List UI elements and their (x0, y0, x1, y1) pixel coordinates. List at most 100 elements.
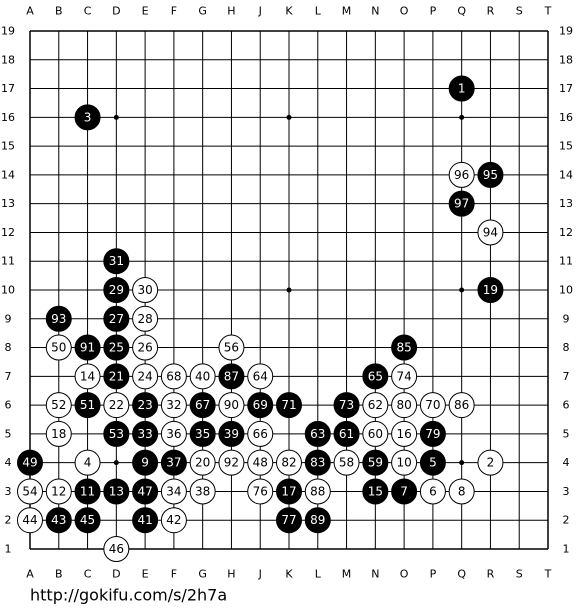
stone (333, 420, 360, 447)
stone (362, 392, 389, 419)
move-number: 37 (166, 456, 181, 470)
stone (247, 449, 274, 476)
move-number: 21 (109, 369, 124, 383)
column-label: L (315, 5, 322, 18)
move-number: 10 (396, 456, 411, 470)
move-number: 15 (368, 484, 383, 498)
row-label: 15 (559, 140, 573, 153)
stone (45, 305, 72, 332)
star-point (113, 114, 119, 120)
stone (160, 478, 187, 505)
move-number: 19 (483, 283, 498, 297)
stone (160, 449, 187, 476)
stone (333, 392, 360, 419)
move-number: 95 (483, 168, 498, 182)
row-label: 7 (5, 370, 12, 383)
move-number: 73 (339, 398, 354, 412)
stone (362, 420, 389, 447)
column-label: K (285, 568, 293, 581)
move-number: 52 (51, 398, 66, 412)
move-number: 38 (195, 484, 210, 498)
row-label: 14 (1, 168, 15, 181)
move-number: 34 (166, 484, 181, 498)
move-number: 65 (368, 369, 383, 383)
row-label: 5 (5, 427, 12, 440)
move-number: 62 (368, 398, 383, 412)
stone (74, 449, 101, 476)
stone (103, 478, 130, 505)
stone (304, 420, 331, 447)
stone (391, 334, 418, 361)
row-label: 5 (563, 427, 570, 440)
move-number: 92 (224, 456, 239, 470)
move-number: 25 (109, 341, 124, 355)
row-label: 4 (563, 456, 570, 469)
move-number: 80 (396, 398, 411, 412)
source-url[interactable]: http://gokifu.com/s/2h7a (30, 586, 227, 605)
move-number: 66 (253, 427, 268, 441)
move-number: 41 (137, 513, 152, 527)
stone (103, 334, 130, 361)
move-number: 20 (195, 456, 210, 470)
stone (103, 392, 130, 419)
move-number: 35 (195, 427, 210, 441)
stone (132, 305, 159, 332)
move-number: 91 (80, 341, 95, 355)
column-label: M (342, 5, 352, 18)
stone (448, 190, 475, 217)
row-label: 6 (563, 399, 570, 412)
row-label: 13 (559, 197, 573, 210)
move-number: 36 (166, 427, 181, 441)
row-label: 1 (563, 543, 570, 556)
stone (419, 392, 446, 419)
stone (74, 334, 101, 361)
move-number: 6 (429, 484, 437, 498)
column-label: S (516, 568, 523, 581)
move-number: 13 (109, 484, 124, 498)
stone (391, 478, 418, 505)
column-label: C (84, 568, 92, 581)
move-number: 33 (137, 427, 152, 441)
stone (247, 478, 274, 505)
column-label: G (198, 5, 207, 18)
move-number: 16 (396, 427, 411, 441)
row-label: 8 (5, 341, 12, 354)
row-label: 11 (559, 255, 573, 268)
stone (132, 449, 159, 476)
row-label: 10 (1, 284, 15, 297)
row-label: 13 (1, 197, 15, 210)
column-label: F (171, 568, 177, 581)
stone (362, 363, 389, 390)
move-number: 12 (51, 484, 66, 498)
stone (160, 392, 187, 419)
move-number: 22 (109, 398, 124, 412)
move-number: 79 (425, 427, 440, 441)
stone (45, 392, 72, 419)
move-number: 54 (22, 484, 37, 498)
stone (448, 161, 475, 188)
move-number: 45 (80, 513, 95, 527)
stone (132, 478, 159, 505)
move-number: 85 (396, 341, 411, 355)
stone (74, 478, 101, 505)
move-number: 3 (84, 110, 92, 124)
stone (276, 392, 302, 419)
stone (477, 277, 504, 303)
row-label: 16 (1, 111, 15, 124)
stone (189, 392, 216, 419)
stone (391, 420, 418, 447)
stone (160, 363, 187, 390)
stone (448, 75, 475, 102)
row-label: 1 (5, 543, 12, 556)
column-label: E (142, 5, 149, 18)
row-label: 3 (5, 485, 12, 498)
move-number: 40 (195, 369, 210, 383)
column-label: D (112, 568, 120, 581)
stone (103, 305, 130, 332)
stone (189, 363, 216, 390)
stone (160, 420, 187, 447)
move-number: 87 (224, 369, 239, 383)
stone (132, 392, 159, 419)
move-number: 42 (166, 513, 181, 527)
row-label: 12 (559, 226, 573, 239)
